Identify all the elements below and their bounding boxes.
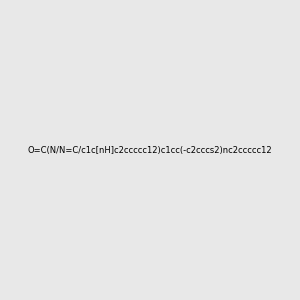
Text: O=C(N/N=C/c1c[nH]c2ccccc12)c1cc(-c2cccs2)nc2ccccc12: O=C(N/N=C/c1c[nH]c2ccccc12)c1cc(-c2cccs2…	[28, 146, 272, 154]
